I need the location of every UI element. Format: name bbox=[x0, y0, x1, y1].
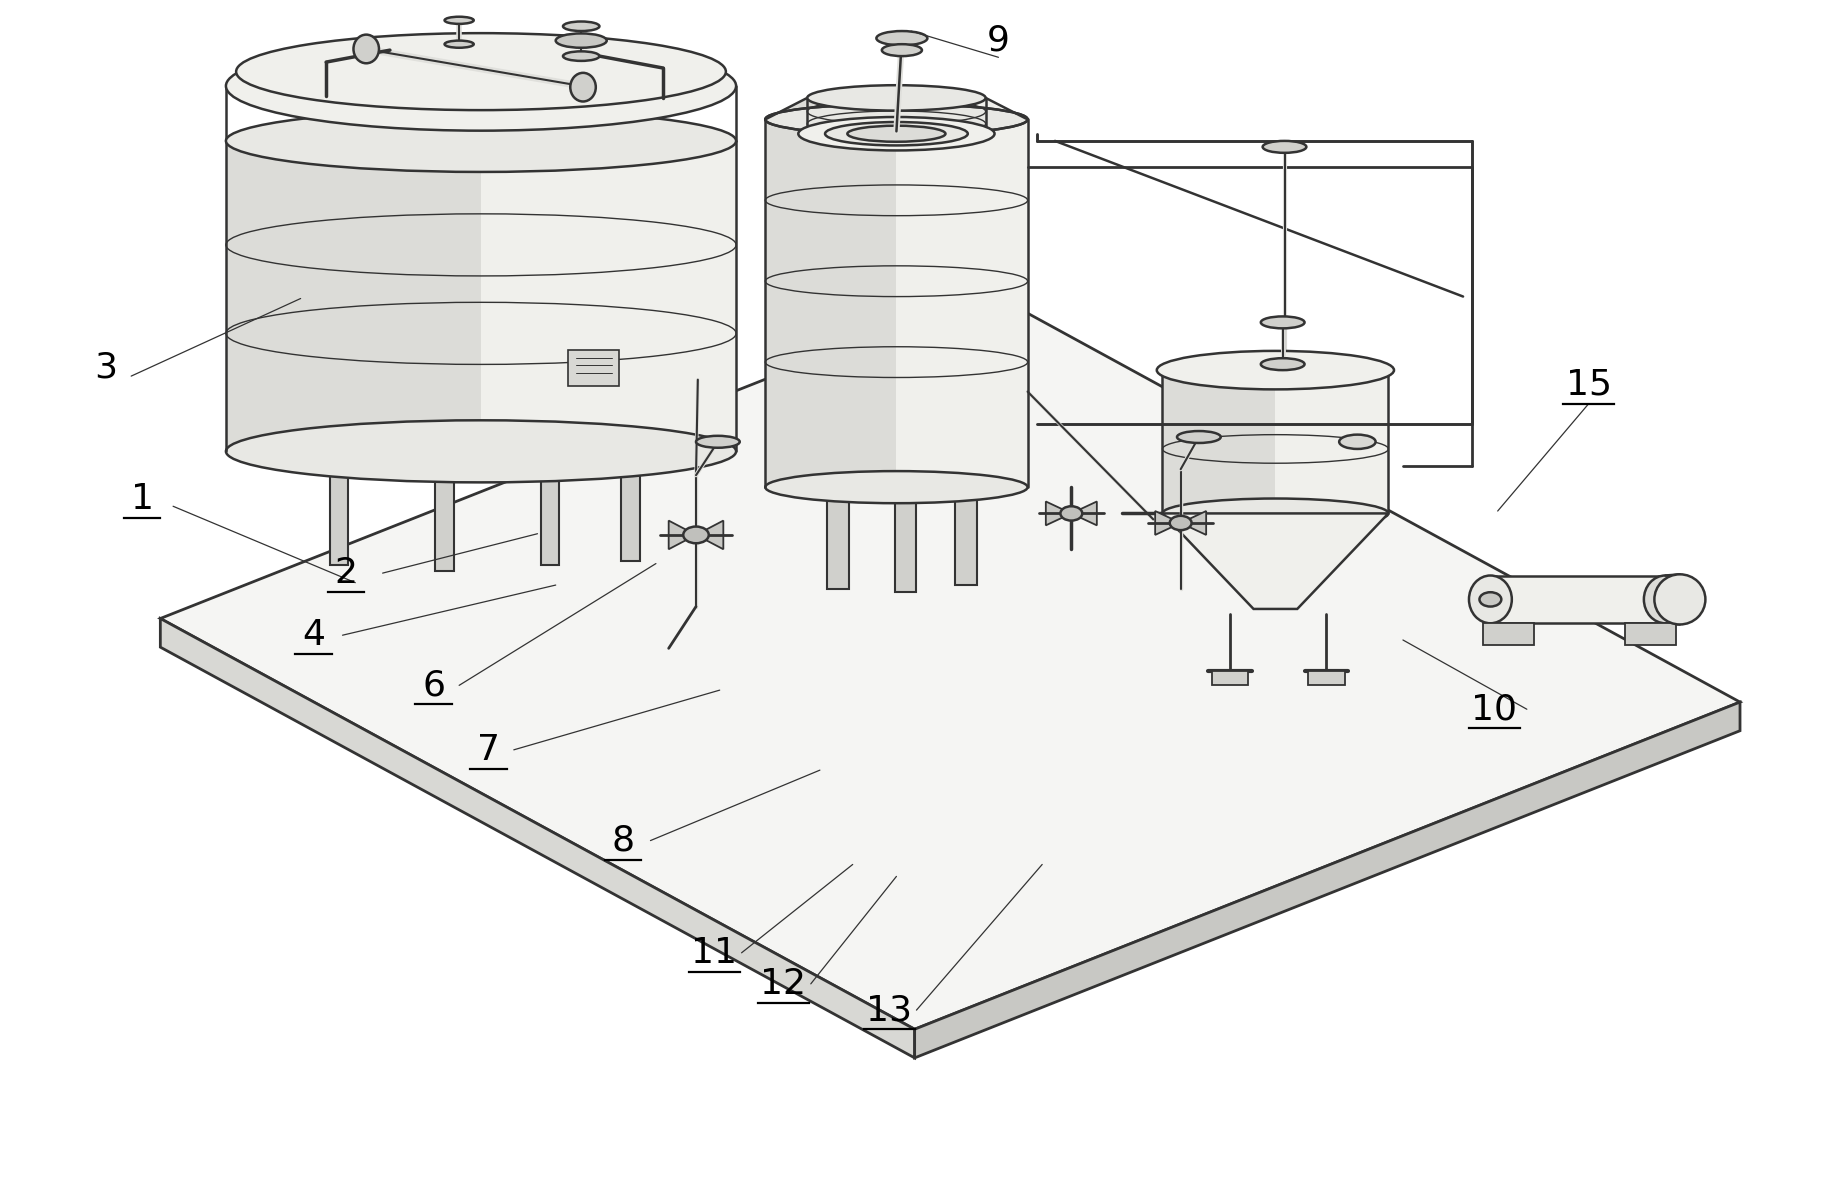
Polygon shape bbox=[160, 291, 1740, 1029]
Ellipse shape bbox=[876, 31, 927, 45]
Polygon shape bbox=[955, 493, 977, 585]
Polygon shape bbox=[1308, 671, 1345, 685]
Polygon shape bbox=[765, 119, 896, 487]
Ellipse shape bbox=[226, 42, 736, 130]
Polygon shape bbox=[541, 461, 559, 565]
Ellipse shape bbox=[1469, 576, 1512, 623]
Ellipse shape bbox=[765, 104, 1028, 135]
Text: 11: 11 bbox=[691, 936, 738, 970]
Text: 10: 10 bbox=[1470, 693, 1518, 726]
Polygon shape bbox=[896, 119, 1028, 487]
Ellipse shape bbox=[556, 33, 607, 48]
Ellipse shape bbox=[563, 21, 599, 31]
Polygon shape bbox=[896, 98, 1028, 119]
Ellipse shape bbox=[847, 125, 946, 142]
Polygon shape bbox=[160, 618, 915, 1058]
Ellipse shape bbox=[1170, 516, 1192, 530]
Ellipse shape bbox=[1060, 506, 1082, 521]
Ellipse shape bbox=[570, 73, 596, 101]
Ellipse shape bbox=[226, 110, 736, 172]
Ellipse shape bbox=[1479, 592, 1501, 607]
Ellipse shape bbox=[1162, 356, 1388, 384]
Ellipse shape bbox=[696, 436, 740, 448]
Polygon shape bbox=[1625, 623, 1676, 645]
Polygon shape bbox=[621, 457, 640, 561]
Ellipse shape bbox=[563, 51, 599, 61]
Polygon shape bbox=[1483, 623, 1534, 645]
Ellipse shape bbox=[1177, 431, 1221, 443]
Polygon shape bbox=[896, 98, 986, 134]
Polygon shape bbox=[669, 521, 723, 549]
Ellipse shape bbox=[353, 35, 379, 63]
Polygon shape bbox=[765, 98, 896, 119]
Ellipse shape bbox=[237, 33, 725, 110]
Ellipse shape bbox=[1654, 574, 1705, 624]
Ellipse shape bbox=[882, 44, 922, 56]
Polygon shape bbox=[895, 497, 916, 592]
Ellipse shape bbox=[1339, 435, 1376, 449]
Text: 8: 8 bbox=[612, 824, 634, 857]
Polygon shape bbox=[1212, 671, 1248, 685]
Ellipse shape bbox=[765, 472, 1028, 503]
Text: 4: 4 bbox=[302, 618, 324, 652]
Text: 15: 15 bbox=[1565, 368, 1612, 401]
Polygon shape bbox=[1162, 513, 1388, 609]
Polygon shape bbox=[1046, 501, 1097, 525]
Ellipse shape bbox=[226, 420, 736, 482]
Text: 2: 2 bbox=[335, 556, 357, 590]
Polygon shape bbox=[568, 350, 619, 386]
Text: 1: 1 bbox=[131, 482, 153, 516]
Polygon shape bbox=[915, 702, 1740, 1058]
Ellipse shape bbox=[1261, 358, 1305, 370]
Text: 12: 12 bbox=[760, 967, 807, 1001]
Polygon shape bbox=[435, 466, 454, 571]
Polygon shape bbox=[226, 141, 481, 451]
Polygon shape bbox=[1275, 370, 1388, 513]
Ellipse shape bbox=[1162, 499, 1388, 528]
Text: 9: 9 bbox=[988, 24, 1009, 57]
Text: 3: 3 bbox=[95, 351, 117, 384]
Ellipse shape bbox=[825, 122, 967, 146]
Ellipse shape bbox=[1261, 316, 1305, 328]
Ellipse shape bbox=[445, 17, 474, 24]
Polygon shape bbox=[827, 494, 849, 589]
Polygon shape bbox=[1155, 511, 1206, 535]
Ellipse shape bbox=[807, 85, 986, 111]
Ellipse shape bbox=[798, 117, 995, 150]
Ellipse shape bbox=[683, 527, 709, 543]
Polygon shape bbox=[807, 98, 896, 134]
Text: 6: 6 bbox=[423, 669, 445, 702]
Polygon shape bbox=[330, 461, 348, 565]
Polygon shape bbox=[1162, 370, 1275, 513]
Text: 7: 7 bbox=[477, 733, 499, 767]
Ellipse shape bbox=[1263, 141, 1306, 153]
Ellipse shape bbox=[1643, 576, 1687, 623]
Text: 13: 13 bbox=[865, 993, 913, 1027]
Polygon shape bbox=[481, 141, 736, 451]
Polygon shape bbox=[1490, 576, 1665, 623]
Ellipse shape bbox=[445, 41, 474, 48]
Ellipse shape bbox=[1157, 351, 1394, 389]
